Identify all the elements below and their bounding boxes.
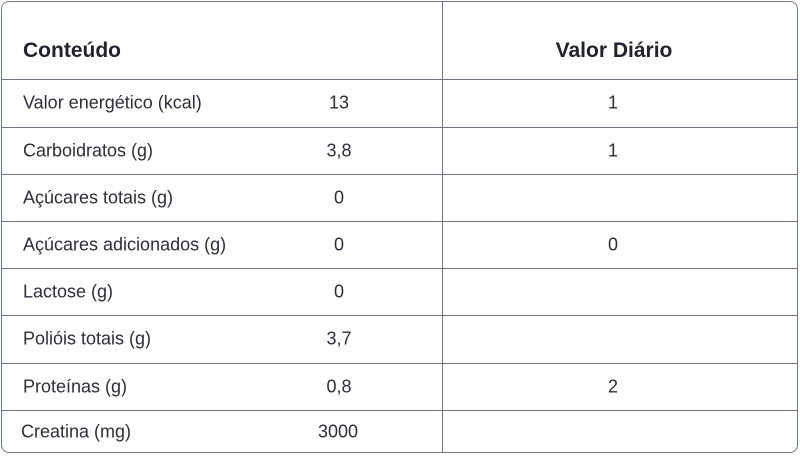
nutrient-name: Açúcares totais (g): [23, 187, 174, 207]
amount: 13: [328, 92, 350, 113]
amount: 0: [333, 234, 345, 254]
daily-value: 0: [607, 234, 619, 254]
nutrient-name: Carboidratos (g): [23, 140, 154, 160]
daily-value: 1: [607, 140, 619, 160]
header-cell: Valor Diário: [555, 39, 673, 62]
row-divider: [2, 410, 797, 411]
amount: 0: [333, 187, 345, 207]
amount: 3,7: [326, 328, 352, 349]
row-divider: [2, 363, 797, 364]
row-divider: [2, 268, 797, 269]
amount: 3000: [317, 421, 359, 442]
row-divider: [2, 174, 797, 175]
nutrient-name: Polióis totais (g): [23, 328, 152, 349]
header-cell: Conteúdo: [23, 39, 121, 62]
column-divider: [442, 2, 443, 452]
nutrient-name: Açúcares adicionados (g): [23, 234, 227, 254]
amount: 0,8: [326, 376, 352, 396]
nutrient-name: Valor energético (kcal): [23, 92, 202, 113]
nutrient-name: Lactose (g): [23, 281, 114, 301]
nutrient-name: Creatina (mg): [21, 421, 132, 442]
row-divider: [2, 127, 797, 128]
daily-value: 2: [607, 376, 619, 396]
daily-value: 1: [607, 92, 619, 113]
row-divider: [2, 315, 797, 316]
row-divider: [2, 79, 797, 80]
row-divider: [2, 221, 797, 222]
nutrient-name: Proteínas (g): [23, 376, 128, 396]
amount: 3,8: [326, 140, 352, 160]
amount: 0: [333, 281, 345, 301]
